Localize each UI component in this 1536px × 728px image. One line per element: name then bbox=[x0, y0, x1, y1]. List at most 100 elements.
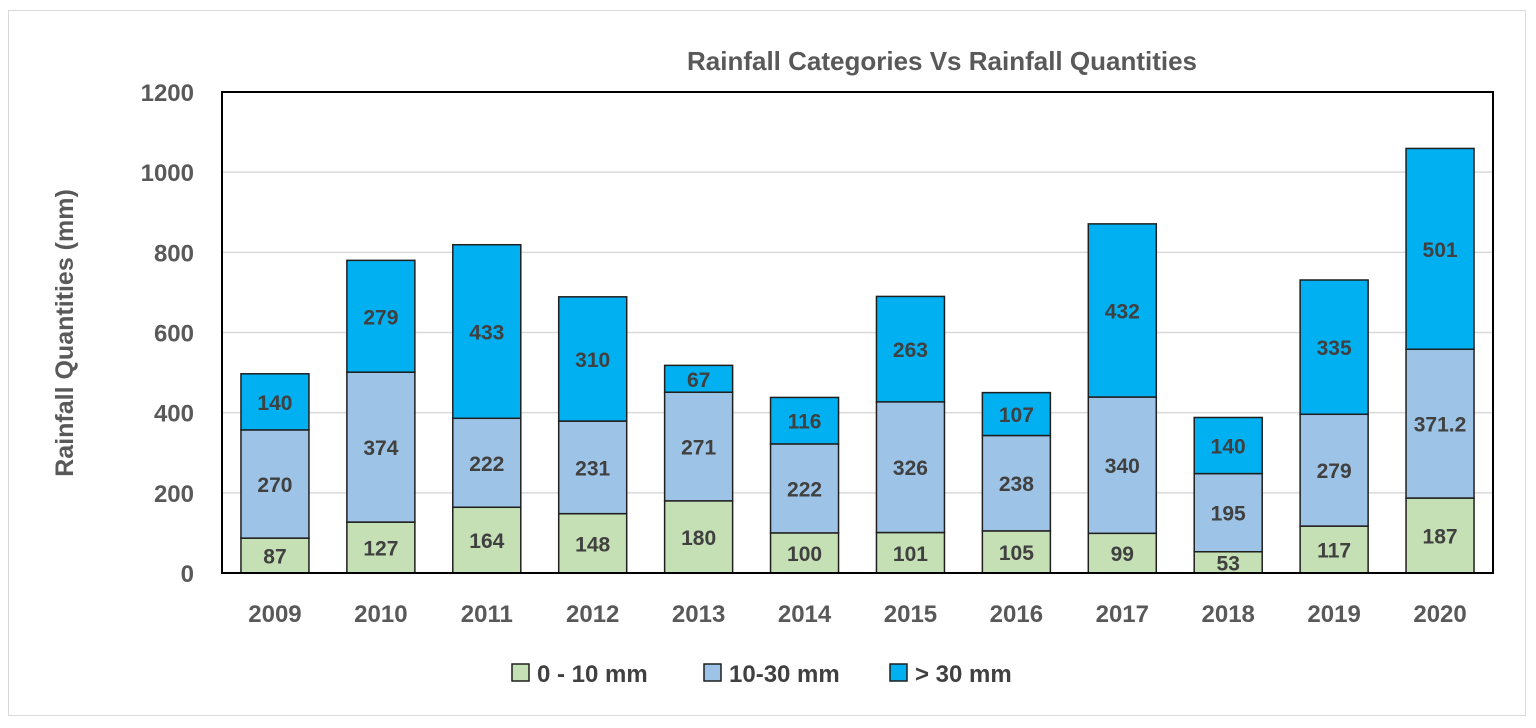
bar-segment bbox=[663, 391, 734, 502]
x-tick-label: 2016 bbox=[990, 601, 1043, 628]
x-tick-label: 2020 bbox=[1413, 601, 1466, 628]
x-tick-label: 2018 bbox=[1202, 601, 1255, 628]
y-tick-label: 600 bbox=[154, 321, 194, 348]
data-label: 270 bbox=[257, 474, 292, 497]
data-label: 271 bbox=[681, 437, 716, 460]
legend-label: > 30 mm bbox=[915, 661, 1012, 688]
bar-segment bbox=[875, 401, 946, 534]
data-label: 340 bbox=[1105, 455, 1140, 478]
legend-label: 10-30 mm bbox=[729, 661, 840, 688]
legend: 0 - 10 mm 10-30 mm > 30 mm bbox=[511, 661, 1012, 688]
plot-area-border bbox=[221, 91, 1494, 574]
legend-swatch bbox=[889, 663, 908, 682]
bar-segment bbox=[557, 296, 628, 422]
data-label: 335 bbox=[1317, 337, 1352, 360]
x-tick-label: 2015 bbox=[884, 601, 937, 628]
x-axis-ticks: 2009 2010 2011 2012 2013 2014 2015 2016 2017 2018… bbox=[248, 601, 1466, 628]
bar-segment bbox=[769, 443, 840, 534]
bar-segment bbox=[1405, 348, 1475, 499]
data-label: 187 bbox=[1423, 526, 1458, 549]
y-tick-label: 1200 bbox=[141, 80, 194, 107]
data-label: 116 bbox=[788, 411, 822, 434]
bar-segment bbox=[663, 364, 734, 393]
data-label: 432 bbox=[1105, 300, 1140, 323]
bar-segment bbox=[1087, 396, 1158, 535]
legend-label: 0 - 10 mm bbox=[537, 661, 648, 688]
bar-segment bbox=[1087, 223, 1158, 398]
bar-segment bbox=[452, 417, 522, 509]
data-label: 105 bbox=[999, 542, 1034, 565]
data-label: 195 bbox=[1211, 503, 1246, 526]
x-tick-label: 2019 bbox=[1307, 601, 1360, 628]
data-label: 87 bbox=[263, 546, 286, 569]
data-label: 433 bbox=[469, 321, 504, 344]
x-tick-label: 2014 bbox=[778, 601, 832, 628]
data-label: 100 bbox=[787, 543, 822, 566]
bar-segment bbox=[557, 420, 628, 515]
data-label: 148 bbox=[575, 533, 610, 556]
data-label: 371.2 bbox=[1414, 414, 1467, 437]
data-label: 67 bbox=[687, 369, 710, 392]
bars: 87 270 140 127 374 279 164 222 433 148 231 310 180 27… bbox=[240, 147, 1475, 575]
x-tick-label: 2009 bbox=[248, 601, 301, 628]
bar-segment bbox=[769, 396, 840, 445]
legend-item: > 30 mm bbox=[889, 661, 1012, 688]
chart-frame bbox=[8, 10, 1526, 716]
data-label: 501 bbox=[1423, 239, 1458, 262]
bar-segment bbox=[1193, 416, 1263, 475]
y-axis-title: Rainfall Quantities (mm) bbox=[51, 189, 79, 477]
y-tick-label: 200 bbox=[154, 481, 194, 508]
bar-segment bbox=[240, 373, 310, 431]
x-tick-label: 2011 bbox=[461, 601, 513, 628]
data-label: 117 bbox=[1317, 540, 1351, 563]
bar-segment bbox=[875, 531, 946, 574]
data-label: 140 bbox=[257, 392, 292, 415]
x-tick-label: 2010 bbox=[354, 601, 407, 628]
data-label: 101 bbox=[893, 543, 928, 566]
bar-segment bbox=[452, 506, 522, 574]
x-tick-label: 2017 bbox=[1096, 601, 1149, 628]
data-label: 279 bbox=[1317, 460, 1352, 483]
data-label: 374 bbox=[363, 437, 398, 460]
y-tick-label: 800 bbox=[154, 240, 194, 267]
bar-segment bbox=[1193, 472, 1263, 553]
gridlines bbox=[222, 171, 1493, 494]
data-label: 107 bbox=[999, 404, 1034, 427]
data-label: 326 bbox=[893, 457, 928, 480]
data-label: 127 bbox=[363, 538, 398, 561]
y-tick-label: 0 bbox=[181, 561, 194, 588]
legend-item: 0 - 10 mm bbox=[511, 661, 648, 688]
bar-segment bbox=[663, 500, 734, 574]
bar-segment bbox=[981, 391, 1052, 437]
chart-title: Rainfall Categories Vs Rainfall Quantiti… bbox=[687, 46, 1197, 76]
data-label: 279 bbox=[363, 306, 398, 329]
legend-swatch bbox=[703, 663, 722, 682]
data-label: 180 bbox=[681, 527, 716, 550]
data-label: 164 bbox=[469, 530, 504, 553]
bar-segment bbox=[452, 243, 522, 420]
bar-segment bbox=[346, 259, 416, 373]
data-label: 231 bbox=[575, 457, 610, 480]
bar-segment bbox=[981, 434, 1052, 532]
bar-segment bbox=[1087, 532, 1158, 574]
data-label: 99 bbox=[1111, 543, 1134, 566]
y-tick-label: 400 bbox=[154, 401, 194, 428]
bar-segment bbox=[1405, 147, 1475, 351]
legend-swatch bbox=[511, 663, 530, 682]
data-label: 238 bbox=[999, 473, 1034, 496]
bar-segment bbox=[1405, 497, 1475, 574]
data-label: 53 bbox=[1217, 552, 1240, 575]
bar-segment bbox=[1299, 279, 1369, 416]
y-axis-ticks: 0 200 400 600 800 1000 1200 bbox=[141, 80, 194, 588]
data-label: 222 bbox=[787, 478, 822, 501]
bar-segment bbox=[875, 295, 946, 403]
data-label: 140 bbox=[1211, 436, 1246, 459]
legend-item: 10-30 mm bbox=[703, 661, 840, 688]
bar-segment bbox=[769, 532, 840, 574]
x-tick-label: 2012 bbox=[566, 601, 619, 628]
data-label: 263 bbox=[893, 339, 928, 362]
data-label: 222 bbox=[469, 453, 504, 476]
x-tick-label: 2013 bbox=[672, 601, 725, 628]
y-tick-label: 1000 bbox=[141, 160, 194, 187]
